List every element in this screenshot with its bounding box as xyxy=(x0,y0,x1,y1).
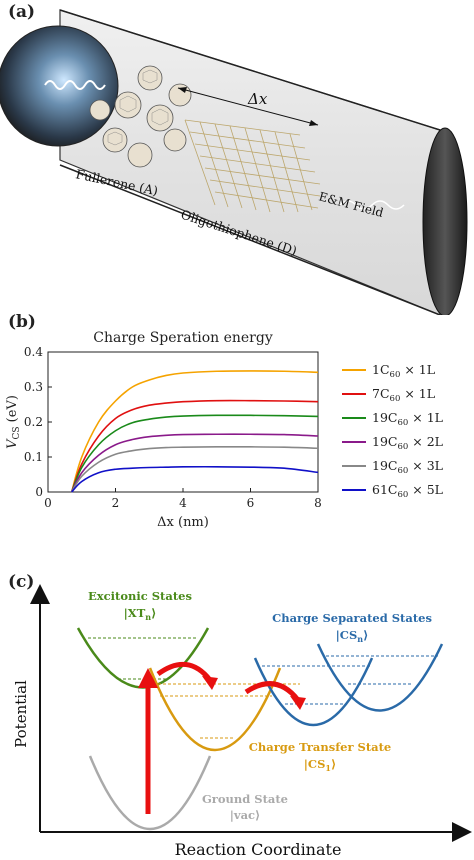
gs-title: Ground State xyxy=(202,792,288,806)
x-tick-label: 6 xyxy=(247,496,255,510)
series-line-2 xyxy=(70,414,319,493)
x-tick-label: 2 xyxy=(112,496,120,510)
y-tick-label: 0.2 xyxy=(24,415,43,429)
legend-label-4: 19C60 × 3L xyxy=(372,458,443,476)
y-axis-label: VCS (eV) xyxy=(5,395,22,449)
tube-body xyxy=(59,9,441,316)
reaction-axis-label: Reaction Coordinate xyxy=(175,840,342,856)
series-line-0 xyxy=(70,370,319,493)
y-tick-label: 0.3 xyxy=(24,380,43,394)
legend-label-2: 19C60 × 1L xyxy=(372,410,443,428)
transfer-arrow-2 xyxy=(244,681,300,702)
ct-title: Charge Transfer State xyxy=(249,740,391,754)
panel-b: (b) Charge Speration energy 0 2 4 6 8 0 0.1 0.2 0… xyxy=(0,312,474,562)
charge-separated-curve-2 xyxy=(316,643,444,712)
charge-separated-curve-1 xyxy=(253,657,374,727)
legend-label-3: 19C60 × 2L xyxy=(372,434,443,452)
legend-label-1: 7C60 × 1L xyxy=(372,386,435,404)
cs-title: Charge Separated States xyxy=(272,611,432,625)
ct-ket: |CS1⟩ xyxy=(304,757,337,773)
gs-ket: |vac⟩ xyxy=(230,808,261,822)
ground-state-curve xyxy=(88,755,212,831)
series-line-5 xyxy=(71,465,319,493)
panel-a-label: (a) xyxy=(8,2,36,22)
photon-wave xyxy=(44,80,106,90)
cs-ket: |CSn⟩ xyxy=(336,628,369,644)
tube-end-cap xyxy=(422,127,468,317)
photon-sphere xyxy=(0,25,119,147)
chart-title: Charge Speration energy xyxy=(93,330,273,346)
panel-b-label: (b) xyxy=(8,312,36,332)
panel-a: Δx Fullerene (A) Oligothiophene (D) E&M … xyxy=(0,0,474,317)
x-tick-label: 0 xyxy=(44,496,52,510)
charge-transfer-curve xyxy=(148,667,282,751)
excitonic-title: Excitonic States xyxy=(88,589,192,603)
panel-a-illustration: Δx Fullerene (A) Oligothiophene (D) E&M … xyxy=(0,9,468,317)
y-tick-label: 0.1 xyxy=(24,450,43,464)
series-line-4 xyxy=(70,446,319,493)
excitonic-ket: |XTn⟩ xyxy=(124,606,157,622)
oligothiophene-lattice xyxy=(184,119,321,213)
panel-c-label: (c) xyxy=(8,572,35,592)
potential-axis-label: Potential xyxy=(12,680,30,748)
charge-separation-chart: Charge Speration energy 0 2 4 6 8 0 0.1 0.2 0.3 0.… xyxy=(5,330,443,530)
x-axis-label: Δx (nm) xyxy=(157,515,209,530)
dx-label: Δx xyxy=(247,90,268,108)
legend-label-5: 61C60 × 5L xyxy=(372,482,443,500)
x-tick-label: 4 xyxy=(179,496,187,510)
panel-c: (c) Potential Reaction Coordinate xyxy=(0,572,474,859)
y-tick-label: 0.4 xyxy=(24,345,43,359)
dx-arrow xyxy=(177,87,319,126)
x-tick-label: 8 xyxy=(314,496,322,510)
fullerene-cluster xyxy=(89,65,192,168)
transfer-arrow-1 xyxy=(156,661,212,682)
series-line-1 xyxy=(70,399,319,493)
potential-diagram: Potential Reaction Coordinate Excitonic … xyxy=(12,584,472,859)
y-tick-label: 0 xyxy=(35,485,43,499)
legend-label-0: 1C60 × 1L xyxy=(372,362,435,380)
em-field-wave xyxy=(339,200,405,210)
series-line-3 xyxy=(70,433,319,493)
